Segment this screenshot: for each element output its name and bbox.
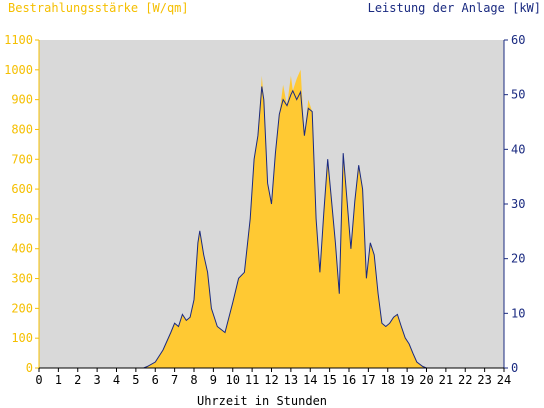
- x-tick-label: 14: [303, 373, 317, 387]
- x-tick-label: 3: [94, 373, 101, 387]
- right-tick-label: 50: [511, 88, 525, 102]
- left-tick-label: 0: [26, 361, 33, 375]
- right-tick-label: 20: [511, 252, 525, 266]
- x-tick-label: 8: [190, 373, 197, 387]
- irradiance-area: [39, 69, 504, 369]
- x-tick-label: 18: [381, 373, 395, 387]
- x-tick-label: 11: [245, 373, 259, 387]
- right-tick-label: 60: [511, 33, 525, 47]
- left-tick-label: 1100: [4, 33, 33, 47]
- left-tick-label: 900: [11, 93, 33, 107]
- x-tick-label: 19: [400, 373, 414, 387]
- left-tick-label: 300: [11, 272, 33, 286]
- right-axis-title: Leistung der Anlage [kW]: [368, 1, 541, 15]
- left-axis-title: Bestrahlungsstärke [W/qm]: [8, 1, 189, 15]
- x-tick-label: 7: [171, 373, 178, 387]
- left-tick-label: 100: [11, 331, 33, 345]
- x-tick-label: 20: [419, 373, 433, 387]
- x-tick-label: 23: [477, 373, 491, 387]
- power-line: [39, 86, 504, 369]
- left-tick-label: 200: [11, 301, 33, 315]
- x-tick-label: 4: [113, 373, 120, 387]
- left-tick-label: 1000: [4, 63, 33, 77]
- x-tick-label: 21: [439, 373, 453, 387]
- left-tick-label: 400: [11, 242, 33, 256]
- x-tick-label: 5: [132, 373, 139, 387]
- x-tick-label: 1: [55, 373, 62, 387]
- x-tick-label: 13: [284, 373, 298, 387]
- x-axis-ticks: 0 1 2 3 4 5 6 7 8 9 10 11 12 13 14 15 16 17 18 19 20 21 22 23 24: [35, 368, 511, 387]
- right-tick-label: 0: [511, 361, 518, 375]
- x-tick-label: 16: [342, 373, 356, 387]
- x-tick-label: 17: [361, 373, 375, 387]
- right-tick-label: 30: [511, 197, 525, 211]
- left-tick-label: 700: [11, 152, 33, 166]
- x-tick-label: 2: [74, 373, 81, 387]
- x-tick-label: 9: [210, 373, 217, 387]
- left-tick-label: 600: [11, 182, 33, 196]
- x-tick-label: 22: [458, 373, 472, 387]
- x-tick-label: 12: [264, 373, 278, 387]
- right-axis-ticks: 0 10 20 30 40 50 60: [504, 33, 525, 375]
- right-tick-label: 10: [511, 306, 525, 320]
- left-tick-label: 500: [11, 212, 33, 226]
- x-axis-title: Uhrzeit in Stunden: [197, 394, 327, 408]
- left-tick-label: 800: [11, 122, 33, 136]
- right-tick-label: 40: [511, 142, 525, 156]
- left-axis-ticks: 0 100 200 300 400 500 600 700 800 900 1000 1100: [4, 33, 39, 375]
- x-tick-label: 6: [152, 373, 159, 387]
- x-tick-label: 10: [226, 373, 240, 387]
- x-tick-label: 24: [497, 373, 511, 387]
- x-tick-label: 0: [35, 373, 42, 387]
- x-tick-label: 15: [322, 373, 336, 387]
